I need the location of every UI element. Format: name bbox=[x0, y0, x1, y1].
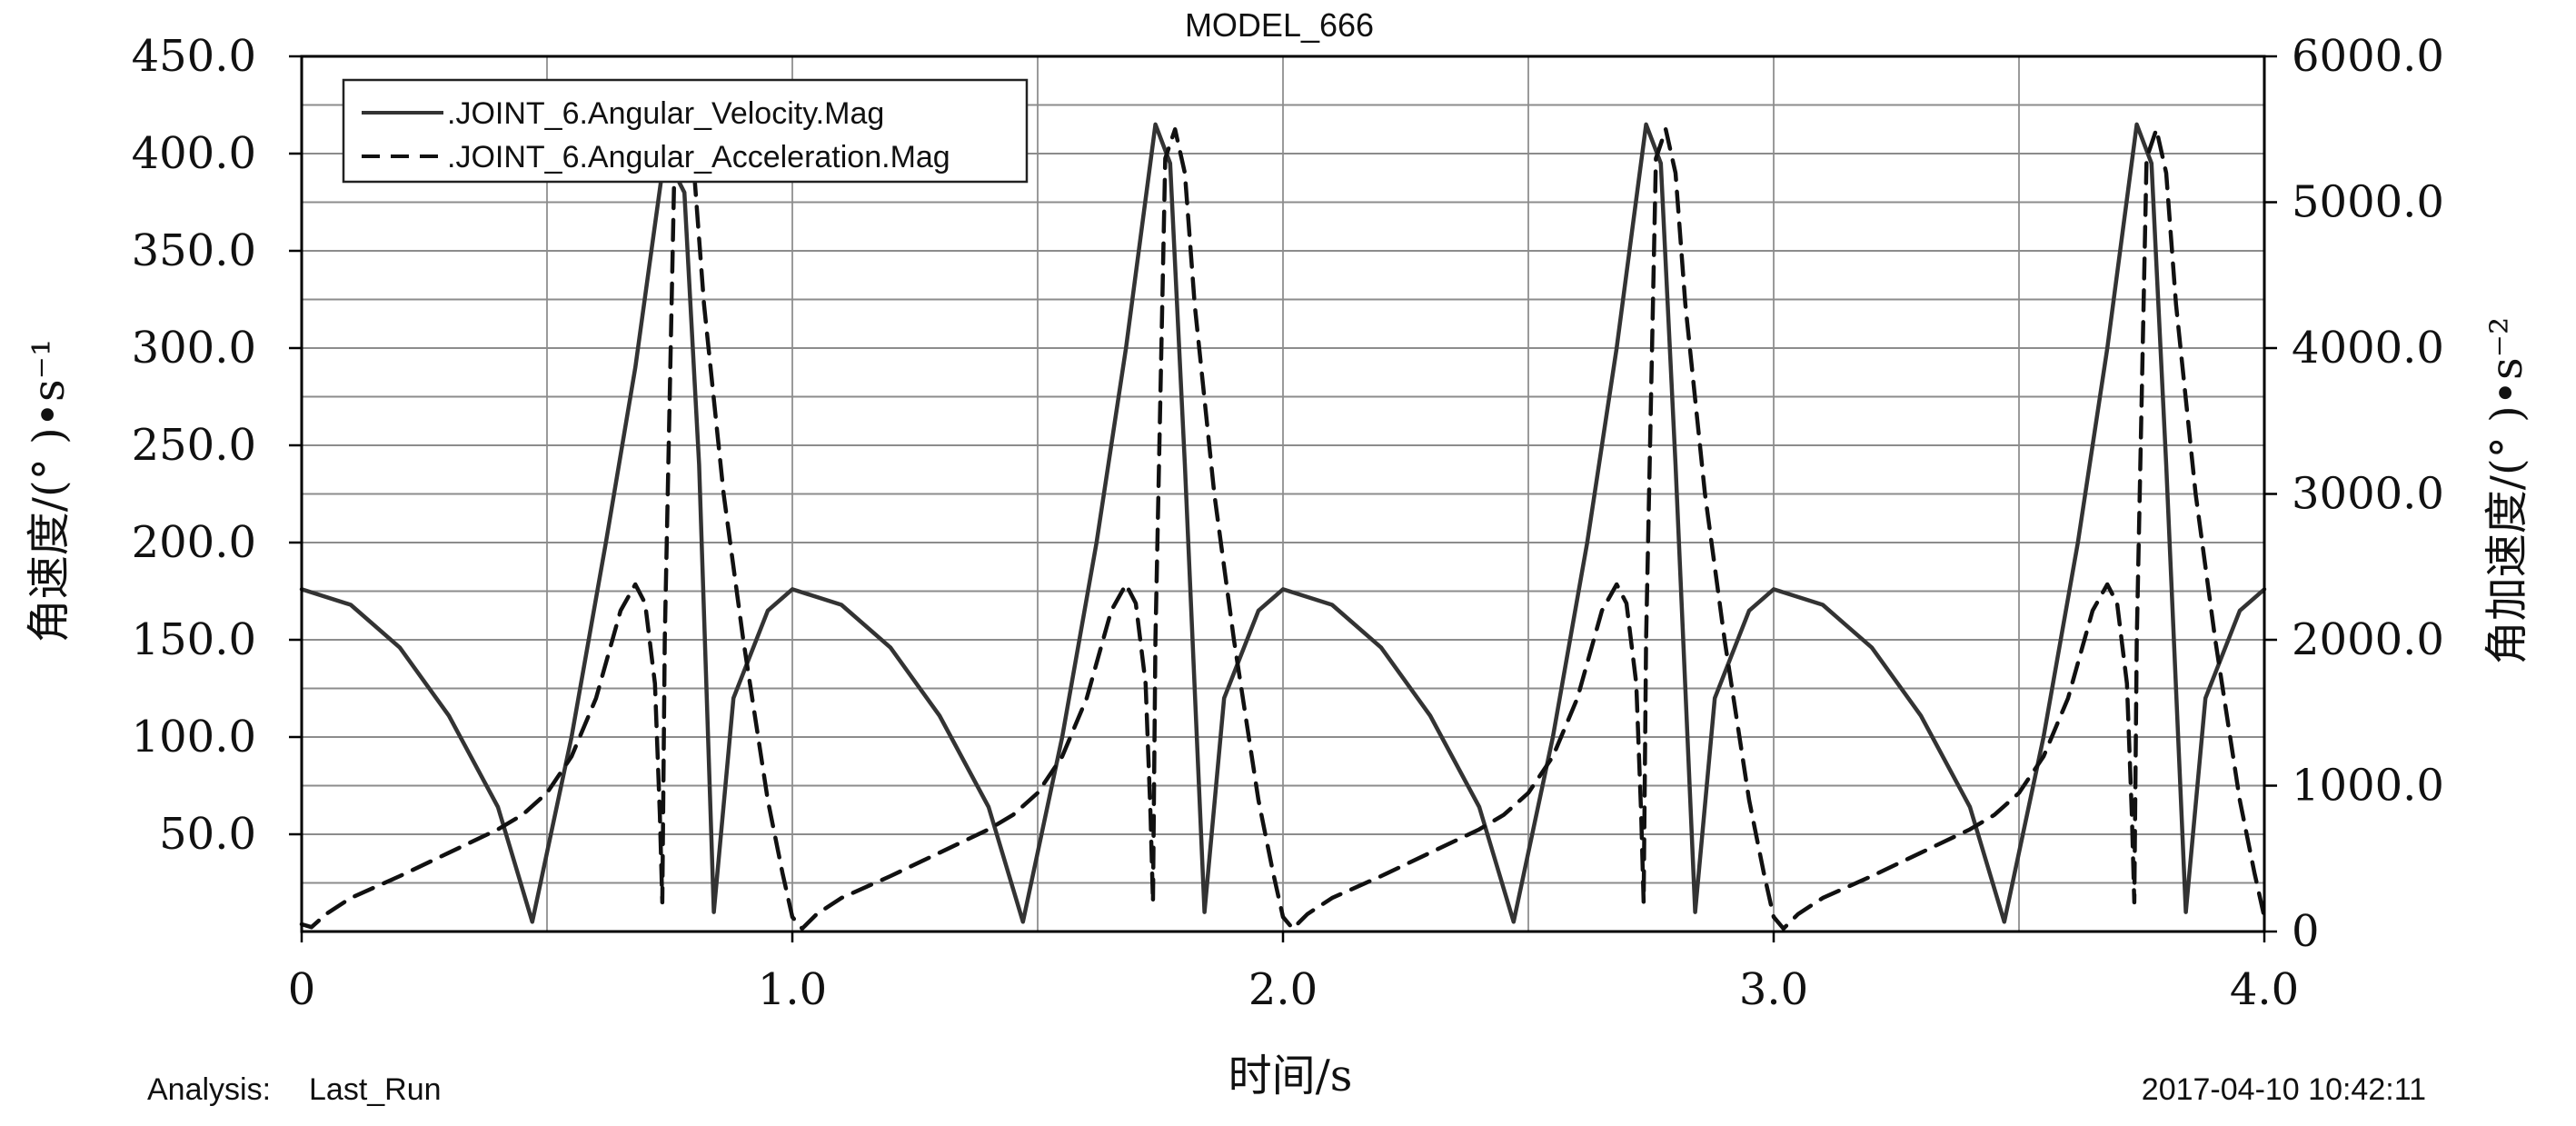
x-tick-label: 0 bbox=[288, 964, 316, 1015]
chart-title: MODEL_666 bbox=[1185, 6, 1374, 44]
legend: .JOINT_6.Angular_Velocity.Mag .JOINT_6.A… bbox=[342, 78, 1029, 184]
y-left-tick-label: 150.0 bbox=[132, 614, 256, 665]
y-right-tick-label: 1000.0 bbox=[2292, 761, 2444, 812]
legend-label-velocity: .JOINT_6.Angular_Velocity.Mag bbox=[447, 96, 884, 131]
x-tick-label: 2.0 bbox=[1248, 964, 1318, 1015]
y-left-tick-label: 350.0 bbox=[132, 225, 256, 276]
y-left-tick-label: 250.0 bbox=[132, 420, 256, 471]
timestamp: 2017-04-10 10:42:11 bbox=[2142, 1072, 2426, 1107]
legend-box bbox=[342, 78, 1029, 184]
footer: Analysis: Last_Run 2017-04-10 10:42:11 bbox=[147, 1072, 2426, 1107]
y-axis-left-label-text: 角速度/(° )•s⁻¹ bbox=[24, 339, 75, 643]
y-left-tick-label: 300.0 bbox=[132, 323, 256, 374]
x-axis-label: 时间/s bbox=[1228, 1051, 1353, 1101]
legend-label-acceleration: .JOINT_6.Angular_Acceleration.Mag bbox=[447, 140, 950, 174]
y-right-tick-label: 5000.0 bbox=[2292, 177, 2444, 228]
y-axis-right-label: 角加速度/(° )•s⁻² bbox=[2482, 317, 2532, 664]
y-right-tick-label: 4000.0 bbox=[2292, 323, 2444, 374]
series-line-angular-acceleration bbox=[299, 127, 2267, 932]
analysis-label: Analysis: bbox=[147, 1072, 271, 1107]
series-layer bbox=[299, 122, 2267, 932]
y-left-tick-label: 400.0 bbox=[132, 128, 256, 179]
x-tick-label: 3.0 bbox=[1739, 964, 1808, 1015]
y-axis-left-label: 角速度/(° )•s⁻¹ bbox=[24, 339, 75, 643]
y-right-tick-label: 3000.0 bbox=[2292, 469, 2444, 520]
analysis-value: Last_Run bbox=[309, 1072, 442, 1107]
y-right-tick-label: 0 bbox=[2292, 906, 2320, 957]
x-tick-label: 4.0 bbox=[2230, 964, 2299, 1015]
series-line-angular-velocity bbox=[299, 122, 2267, 924]
x-tick-label: 1.0 bbox=[758, 964, 827, 1015]
y-left-tick-label: 450.0 bbox=[132, 31, 256, 82]
y-axis-right-label-text: 角加速度/(° )•s⁻² bbox=[2482, 317, 2532, 664]
y-right-tick-label: 6000.0 bbox=[2292, 31, 2444, 82]
y-left-tick-label: 50.0 bbox=[159, 809, 256, 860]
y-right-tick-label: 2000.0 bbox=[2292, 614, 2444, 665]
tick-labels: 0 1.0 2.0 3.0 4.0 50.0 100.0 150.0 200.0 250.0 300… bbox=[132, 31, 2444, 1015]
y-left-tick-label: 100.0 bbox=[132, 712, 256, 762]
grid-lines bbox=[302, 56, 2264, 932]
y-left-tick-label: 200.0 bbox=[132, 517, 256, 568]
